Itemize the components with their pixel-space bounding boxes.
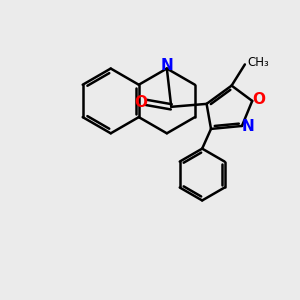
Text: CH₃: CH₃: [248, 56, 270, 69]
Text: N: N: [161, 58, 174, 73]
Text: O: O: [134, 95, 147, 110]
Text: O: O: [252, 92, 265, 107]
Text: N: N: [242, 119, 255, 134]
